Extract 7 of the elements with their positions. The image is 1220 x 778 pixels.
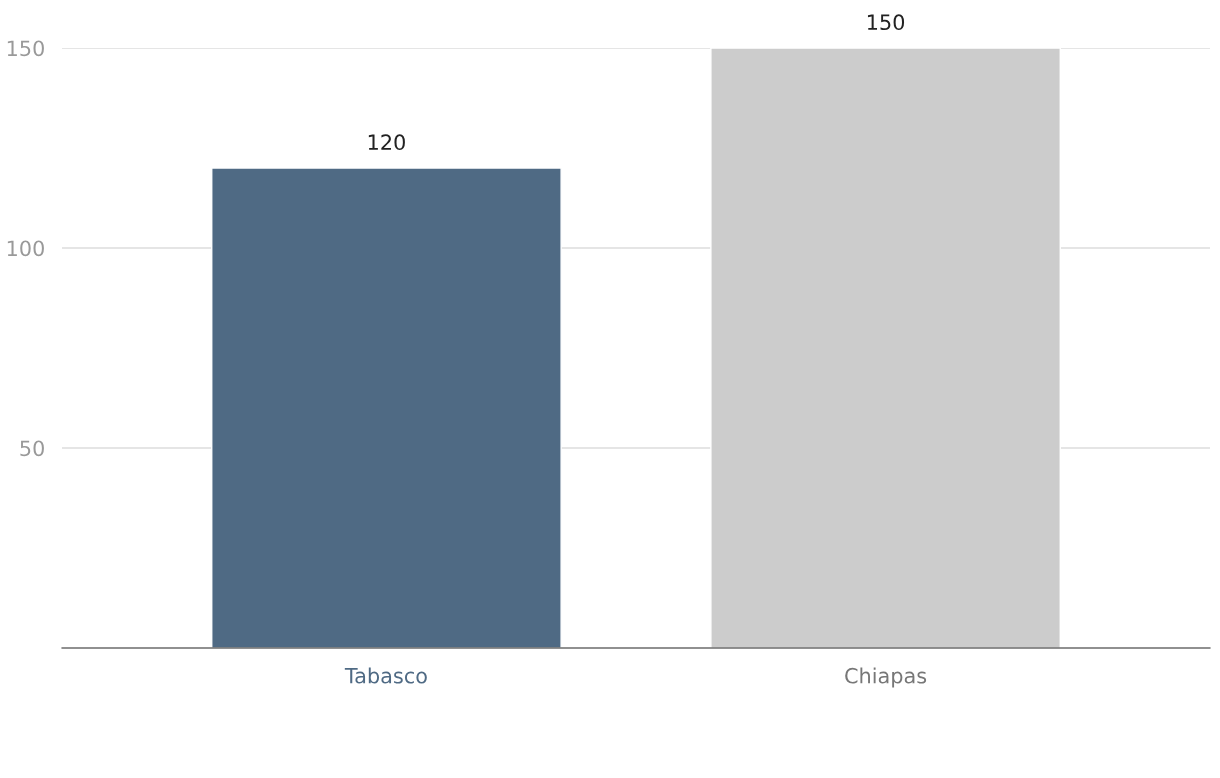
y-tick-label: 100 xyxy=(7,240,44,257)
y-tick-label: 50 xyxy=(20,440,44,457)
data-label: 120 xyxy=(368,134,405,151)
y-tick-label: 150 xyxy=(7,40,44,57)
data-label: 150 xyxy=(867,14,905,31)
x-tick-label: Chiapas xyxy=(845,667,927,688)
x-tick-label: Tabasco xyxy=(344,667,427,684)
